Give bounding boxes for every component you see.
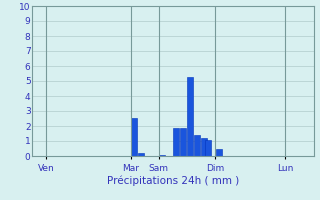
Bar	[131, 118, 137, 156]
Bar	[188, 76, 193, 156]
Bar	[216, 148, 221, 156]
X-axis label: Précipitations 24h ( mm ): Précipitations 24h ( mm )	[107, 175, 239, 186]
Bar	[205, 140, 211, 156]
Bar	[202, 138, 207, 156]
Bar	[173, 128, 179, 156]
Bar	[180, 128, 186, 156]
Bar	[138, 153, 144, 156]
Bar	[195, 135, 200, 156]
Bar	[159, 154, 165, 156]
